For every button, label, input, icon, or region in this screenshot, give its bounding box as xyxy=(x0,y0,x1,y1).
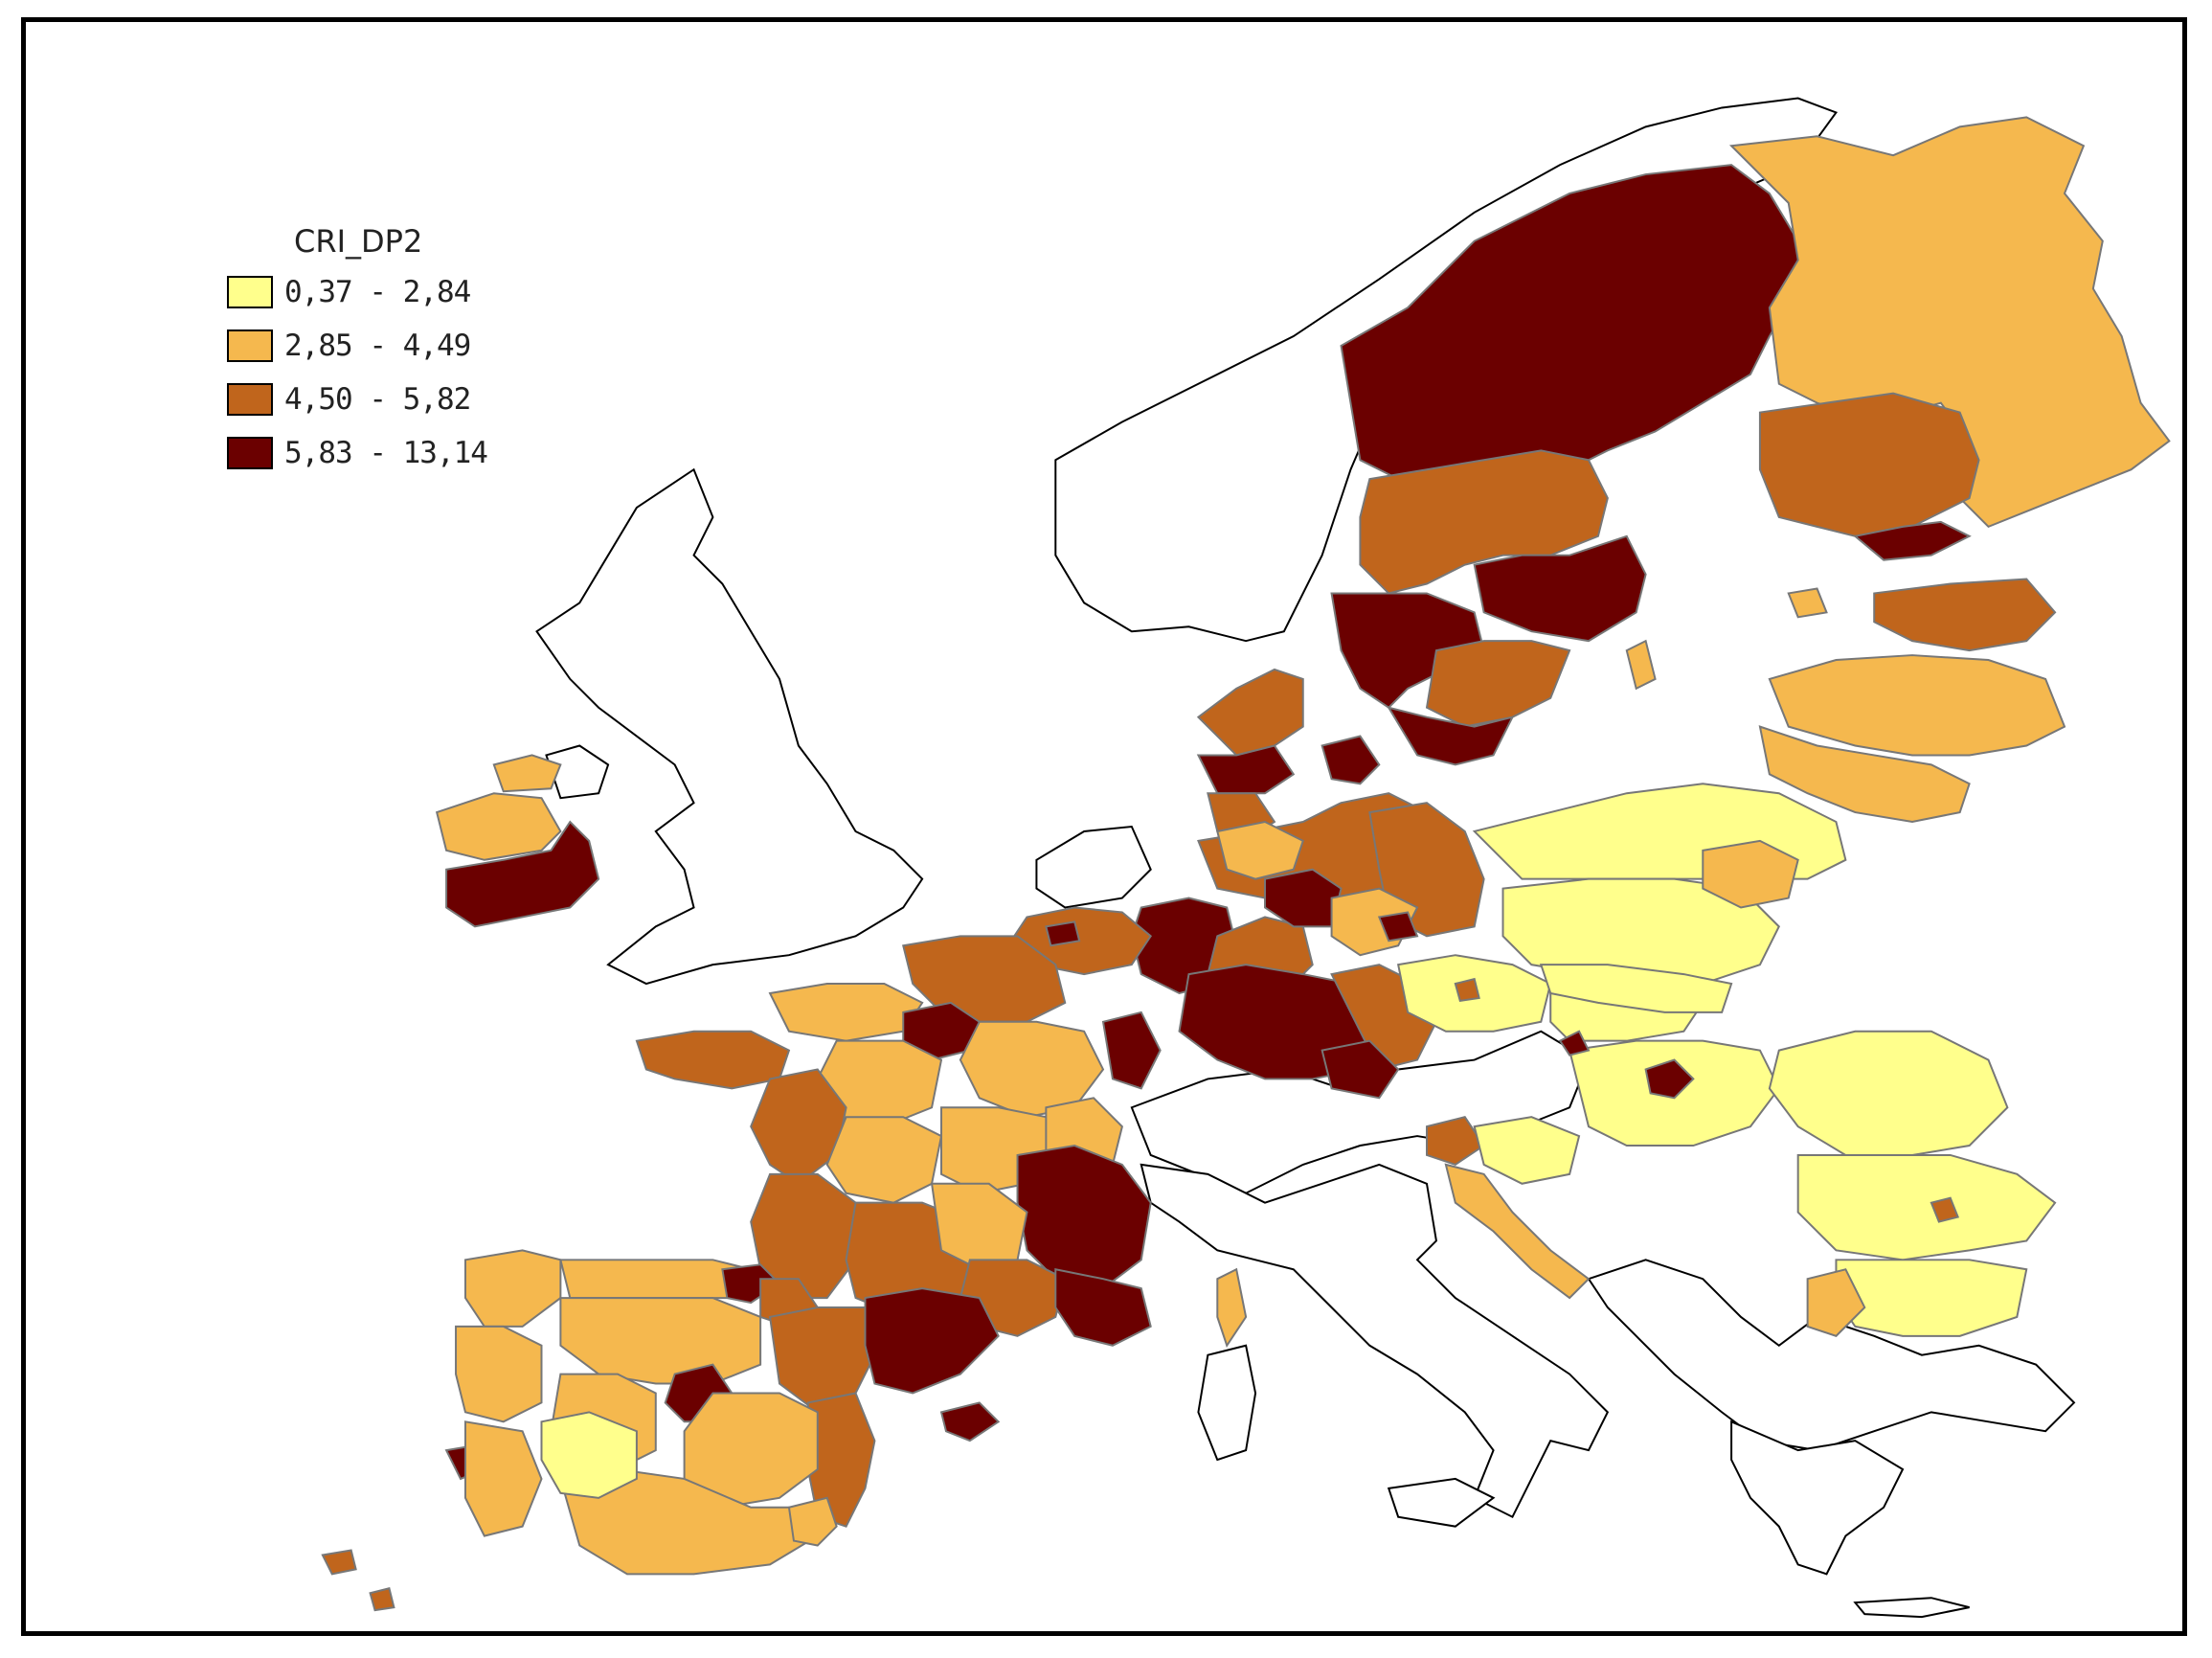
legend-item: 4,50 - 5,82 xyxy=(227,378,471,420)
region-czech-prague xyxy=(1454,977,1480,1003)
region-romania-north xyxy=(1768,1030,2009,1156)
region-northern-ireland xyxy=(545,744,610,800)
region-spain-castilla-mancha xyxy=(683,1392,819,1509)
region-belgium-brussels xyxy=(1045,920,1081,947)
region-slovenia xyxy=(1425,1116,1486,1166)
region-finland-north xyxy=(1728,116,2171,529)
region-france-normandy xyxy=(768,983,924,1042)
region-france-brittany xyxy=(635,1030,791,1090)
region-france-north xyxy=(902,935,1067,1023)
region-germany-berlin xyxy=(1377,911,1419,943)
legend-item: 0,37 - 2,84 xyxy=(227,271,471,313)
region-gotland xyxy=(1625,639,1657,691)
region-france-alsace xyxy=(1101,1011,1162,1090)
region-finland-south-east xyxy=(1758,392,1980,537)
legend-item: 2,85 - 4,49 xyxy=(227,325,471,367)
region-ireland-north xyxy=(492,754,562,793)
region-ireland-south xyxy=(445,820,600,928)
region-balkans xyxy=(1587,1259,2076,1452)
region-poland-south xyxy=(1539,964,1733,1013)
region-sweden-north xyxy=(1340,164,1799,481)
region-germany-southeast xyxy=(1320,1039,1400,1100)
region-austria-vienna xyxy=(1558,1030,1591,1056)
legend-label: 5,83 - 13,14 xyxy=(284,436,488,470)
region-spain-valencia xyxy=(806,1392,876,1528)
legend-swatch xyxy=(227,276,273,308)
europe-choropleth-map[interactable] xyxy=(26,22,2182,1631)
region-finland-south xyxy=(1853,520,1972,561)
region-france-paca xyxy=(1054,1268,1152,1347)
region-crete xyxy=(1853,1597,1970,1619)
region-bulgaria-southwest xyxy=(1806,1268,1866,1337)
legend-swatch xyxy=(227,437,273,469)
region-denmark-zealand xyxy=(1320,735,1381,785)
region-greece xyxy=(1730,1420,1905,1576)
legend-swatch xyxy=(227,383,273,416)
region-croatia-north xyxy=(1473,1116,1581,1185)
region-hungary-budapest xyxy=(1644,1058,1695,1100)
region-croatia-coast xyxy=(1444,1163,1591,1300)
region-lithuania xyxy=(1758,725,1971,824)
region-france-aquitaine xyxy=(750,1172,857,1300)
legend-item: 5,83 - 13,14 xyxy=(227,432,488,474)
region-united-kingdom xyxy=(535,467,924,986)
region-spain-asturias xyxy=(559,1259,753,1300)
region-france-west xyxy=(750,1068,847,1185)
region-spain-murcia xyxy=(787,1496,838,1547)
region-ireland-west xyxy=(435,792,562,861)
region-spain-castilla-leon xyxy=(559,1297,762,1385)
region-portugal-centre xyxy=(540,1411,638,1499)
region-romania-bucharest xyxy=(1930,1196,1960,1223)
region-finland-aland xyxy=(1787,587,1828,619)
region-sweden-south xyxy=(1387,706,1515,766)
region-spain-catalonia xyxy=(864,1287,1000,1395)
region-spain-balearics xyxy=(939,1401,1001,1442)
region-bulgaria xyxy=(1835,1259,2028,1337)
map-frame: CRI_DP2 0,37 - 2,84 2,85 - 4,49 4,50 - 5… xyxy=(21,17,2187,1636)
region-canaries xyxy=(321,1549,357,1576)
legend-label: 2,85 - 4,49 xyxy=(284,329,471,363)
region-italy xyxy=(1140,1163,1610,1519)
region-romania-south xyxy=(1796,1153,2057,1261)
legend-title: CRI_DP2 xyxy=(294,223,423,260)
region-estonia xyxy=(1873,578,2057,652)
region-germany-lower-saxony xyxy=(1216,820,1304,880)
region-spain-aragon xyxy=(768,1306,876,1414)
region-latvia xyxy=(1768,654,2066,757)
legend-label: 4,50 - 5,82 xyxy=(284,382,471,417)
region-sweden-stockholm xyxy=(1473,534,1647,643)
region-sicily xyxy=(1387,1477,1496,1528)
region-denmark-north xyxy=(1196,668,1304,757)
region-denmark-central xyxy=(1196,744,1296,795)
region-portugal-north xyxy=(455,1325,543,1423)
region-canaries-2 xyxy=(369,1587,395,1612)
region-sweden-south-east xyxy=(1425,640,1571,728)
legend-swatch xyxy=(227,329,273,362)
region-poland-central xyxy=(1501,877,1781,986)
region-poland-east xyxy=(1702,839,1799,909)
region-corsica xyxy=(1216,1267,1248,1349)
region-spain-galicia xyxy=(463,1249,562,1328)
region-sardinia xyxy=(1197,1344,1257,1462)
region-netherlands xyxy=(1035,825,1152,909)
region-portugal-south xyxy=(463,1420,543,1537)
legend-label: 0,37 - 2,84 xyxy=(284,275,471,309)
region-france-limousin xyxy=(825,1116,943,1204)
